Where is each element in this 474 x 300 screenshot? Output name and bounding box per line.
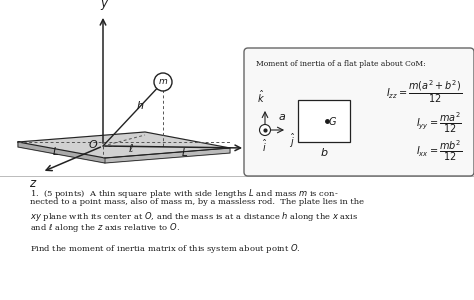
Text: $z$: $z$ [29,177,37,190]
Text: $O$: $O$ [88,138,98,150]
Text: Find the moment of inertia matrix of this system about point $O$.: Find the moment of inertia matrix of thi… [30,242,301,255]
Text: $a$: $a$ [278,112,286,122]
Polygon shape [18,132,230,158]
FancyBboxPatch shape [244,48,474,176]
Text: $\ell$: $\ell$ [128,142,134,154]
Bar [298,100,350,142]
Polygon shape [105,148,230,163]
Text: nected to a point mass, also of mass m, by a massless rod.  The plate lies in th: nected to a point mass, also of mass m, … [30,199,364,206]
Circle shape [154,73,172,91]
Text: $L$: $L$ [53,145,60,157]
Text: $G$: $G$ [328,115,337,127]
Text: $L$: $L$ [182,146,189,158]
Text: 1.  (5 points)  A thin square plate with side lengths $L$ and mass $m$ is con-: 1. (5 points) A thin square plate with s… [30,187,338,200]
Text: and $\ell$ along the $z$ axis relative to $O$.: and $\ell$ along the $z$ axis relative t… [30,221,180,235]
Text: $\hat{k}$: $\hat{k}$ [257,89,265,105]
Text: $I_{zz} = \dfrac{m(a^2 + b^2)}{12}$: $I_{zz} = \dfrac{m(a^2 + b^2)}{12}$ [386,78,462,105]
Text: $\hat{i}$: $\hat{i}$ [262,138,268,154]
Text: $h$: $h$ [136,99,144,111]
Text: $I_{xx} = \dfrac{mb^2}{12}$: $I_{xx} = \dfrac{mb^2}{12}$ [416,138,462,163]
Polygon shape [18,142,105,163]
Text: $x$: $x$ [249,142,258,154]
Text: $I_{yy} = \dfrac{ma^2}{12}$: $I_{yy} = \dfrac{ma^2}{12}$ [416,110,462,135]
Text: $xy$ plane with its center at $O$, and the mass is at a distance $h$ along the $: $xy$ plane with its center at $O$, and t… [30,210,358,223]
Text: $\hat{j}$: $\hat{j}$ [289,132,296,150]
Text: $y$: $y$ [100,0,109,12]
Text: $b$: $b$ [320,146,328,158]
Text: $m$: $m$ [158,77,168,86]
Circle shape [259,124,271,136]
Text: Moment of inertia of a flat plate about CoM:: Moment of inertia of a flat plate about … [256,60,426,68]
